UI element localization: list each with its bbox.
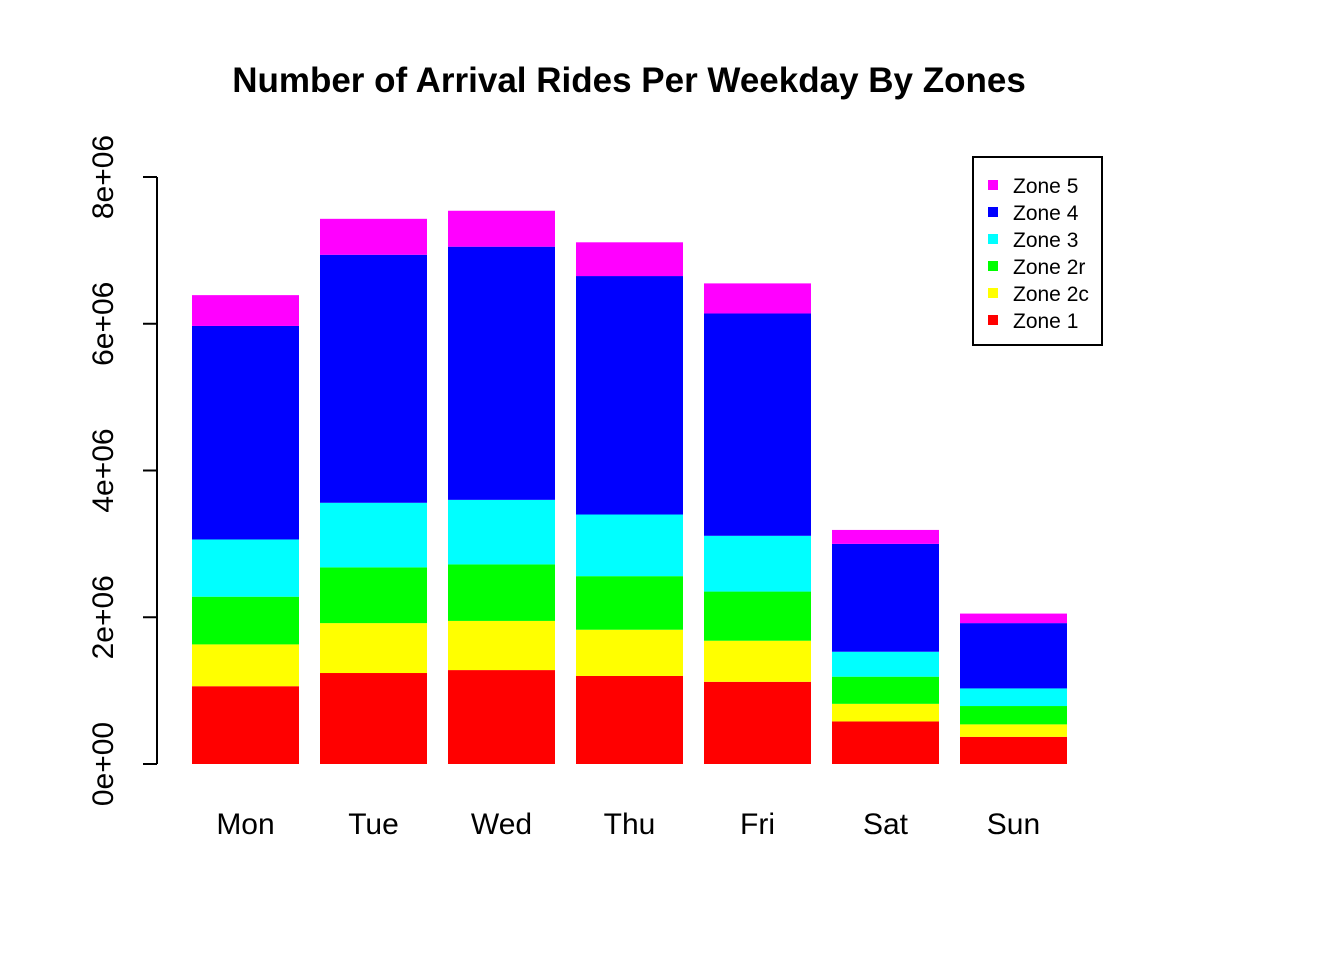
legend-swatch bbox=[988, 315, 998, 325]
x-tick-label: Sun bbox=[987, 808, 1040, 841]
legend-label: Zone 2c bbox=[1013, 283, 1089, 306]
bar-segment-mon-zone-2r bbox=[192, 596, 299, 645]
bar-segment-thu-zone-4 bbox=[576, 276, 683, 515]
legend-label: Zone 2r bbox=[1013, 256, 1085, 279]
bar-segment-sat-zone-2c bbox=[832, 703, 939, 722]
x-axis-labels: Mon Tue Wed Thu Fri Sat Sun bbox=[216, 808, 1040, 841]
bar-segment-thu-zone-1 bbox=[576, 675, 683, 764]
x-tick-label: Thu bbox=[604, 808, 656, 841]
legend-label: Zone 5 bbox=[1013, 175, 1078, 198]
bar-segment-wed-zone-5 bbox=[448, 210, 555, 247]
bar-segment-mon-zone-3 bbox=[192, 539, 299, 597]
bar-segment-fri-zone-1 bbox=[704, 681, 811, 764]
bar-segment-fri-zone-5 bbox=[704, 283, 811, 314]
bar-segment-sun-zone-5 bbox=[960, 613, 1067, 624]
bar-segment-thu-zone-3 bbox=[576, 514, 683, 577]
bar-segment-tue-zone-3 bbox=[320, 502, 427, 568]
legend-swatch bbox=[988, 234, 998, 244]
bar-segment-fri-zone-3 bbox=[704, 535, 811, 592]
legend-label: Zone 4 bbox=[1013, 202, 1079, 225]
legend-label: Zone 1 bbox=[1013, 310, 1078, 333]
bar-segment-tue-zone-2c bbox=[320, 623, 427, 674]
x-tick-label: Wed bbox=[471, 808, 532, 841]
legend-swatch bbox=[988, 207, 998, 217]
bar-segment-mon-zone-5 bbox=[192, 295, 299, 326]
bar-segment-mon-zone-1 bbox=[192, 686, 299, 764]
bar-segment-sat-zone-2r bbox=[832, 676, 939, 704]
legend-label: Zone 3 bbox=[1013, 229, 1078, 252]
x-tick-label: Mon bbox=[216, 808, 274, 841]
bar-segment-tue-zone-5 bbox=[320, 218, 427, 255]
y-tick-label: 6e+06 bbox=[87, 282, 120, 366]
bar-segment-wed-zone-2r bbox=[448, 564, 555, 621]
bar-segment-tue-zone-1 bbox=[320, 673, 427, 764]
legend-swatch bbox=[988, 288, 998, 298]
bar-segment-sun-zone-2c bbox=[960, 724, 1067, 737]
legend-swatch bbox=[988, 180, 998, 190]
y-tick-label: 0e+00 bbox=[87, 722, 120, 806]
x-tick-label: Sat bbox=[863, 808, 909, 841]
bar-segment-wed-zone-2c bbox=[448, 620, 555, 671]
bar-segment-sat-zone-4 bbox=[832, 543, 939, 652]
bar-segment-thu-zone-5 bbox=[576, 242, 683, 277]
bar-segment-sun-zone-3 bbox=[960, 688, 1067, 707]
bar-segment-fri-zone-4 bbox=[704, 313, 811, 536]
legend: Zone 5 Zone 4 Zone 3 Zone 2r Zone 2c Zone 1 bbox=[972, 156, 1103, 346]
bar-segment-wed-zone-1 bbox=[448, 670, 555, 764]
chart-title: Number of Arrival Rides Per Weekday By Z… bbox=[232, 61, 1026, 100]
bar-segment-tue-zone-4 bbox=[320, 254, 427, 503]
bar-segment-mon-zone-2c bbox=[192, 644, 299, 687]
bar-segment-mon-zone-4 bbox=[192, 325, 299, 540]
bar-segment-sat-zone-1 bbox=[832, 721, 939, 764]
y-tick-label: 8e+06 bbox=[87, 135, 120, 219]
bar-segment-sun-zone-2r bbox=[960, 706, 1067, 725]
legend-swatch bbox=[988, 261, 998, 271]
bar-segment-thu-zone-2c bbox=[576, 629, 683, 676]
bar-segment-sat-zone-5 bbox=[832, 529, 939, 544]
bars-group bbox=[192, 210, 1067, 764]
bar-segment-sat-zone-3 bbox=[832, 651, 939, 677]
bar-segment-tue-zone-2r bbox=[320, 567, 427, 624]
y-tick-label: 2e+06 bbox=[87, 575, 120, 659]
bar-segment-sun-zone-1 bbox=[960, 736, 1067, 764]
bar-segment-thu-zone-2r bbox=[576, 576, 683, 630]
bar-segment-sun-zone-4 bbox=[960, 623, 1067, 689]
bar-segment-wed-zone-3 bbox=[448, 499, 555, 565]
bar-segment-fri-zone-2r bbox=[704, 591, 811, 641]
x-tick-label: Fri bbox=[740, 808, 775, 841]
y-tick-label: 4e+06 bbox=[87, 428, 120, 512]
y-axis: 0e+00 2e+06 4e+06 6e+06 8e+06 bbox=[87, 135, 158, 806]
x-tick-label: Tue bbox=[348, 808, 399, 841]
bar-segment-fri-zone-2c bbox=[704, 640, 811, 682]
bar-segment-wed-zone-4 bbox=[448, 246, 555, 500]
